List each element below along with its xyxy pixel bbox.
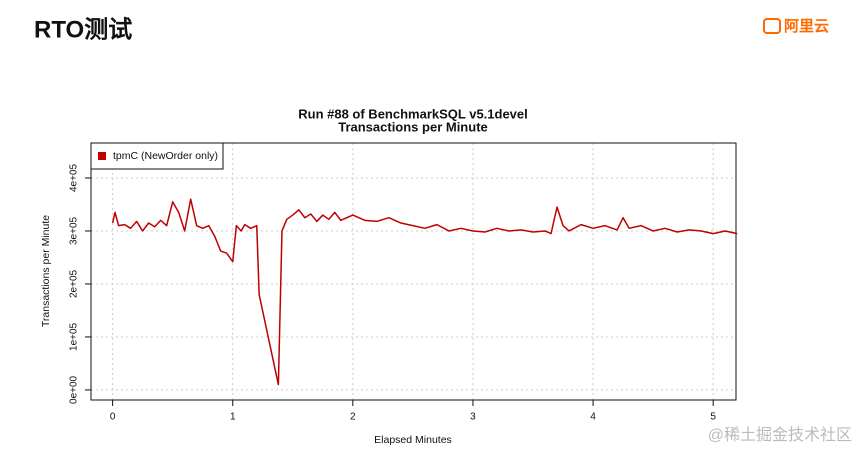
chart-subtitle: Transactions per Minute [338, 119, 488, 134]
legend-swatch [98, 152, 106, 160]
logo-text: 阿里云 [784, 18, 829, 35]
y-tick-label: 4e+05 [69, 163, 80, 192]
chart-title: Run #88 of BenchmarkSQL v5.1devel [298, 106, 528, 121]
legend-label: tpmC (NewOrder only) [113, 150, 218, 162]
x-tick-label: 0 [110, 412, 116, 423]
legend-box [90, 142, 224, 170]
logo-icon [763, 18, 781, 34]
plot-frame [90, 142, 737, 401]
x-tick-label: 1 [230, 412, 236, 423]
y-tick-label: 1e+05 [69, 322, 80, 351]
y-tick-label: 0e+00 [69, 375, 80, 404]
x-tick-label: 4 [590, 412, 596, 423]
x-axis-label: Elapsed Minutes [374, 434, 452, 446]
slide-title: RTO测试 [34, 16, 132, 43]
y-tick-label: 3e+05 [69, 216, 80, 245]
x-tick-label: 3 [470, 412, 476, 423]
watermark: @稀土掘金技术社区 [708, 426, 852, 444]
x-tick-label: 5 [710, 412, 716, 423]
x-tick-label: 2 [350, 412, 356, 423]
data-line [111, 198, 738, 386]
y-axis-label: Transactions per Minute [40, 215, 52, 327]
y-tick-label: 2e+05 [69, 269, 80, 298]
